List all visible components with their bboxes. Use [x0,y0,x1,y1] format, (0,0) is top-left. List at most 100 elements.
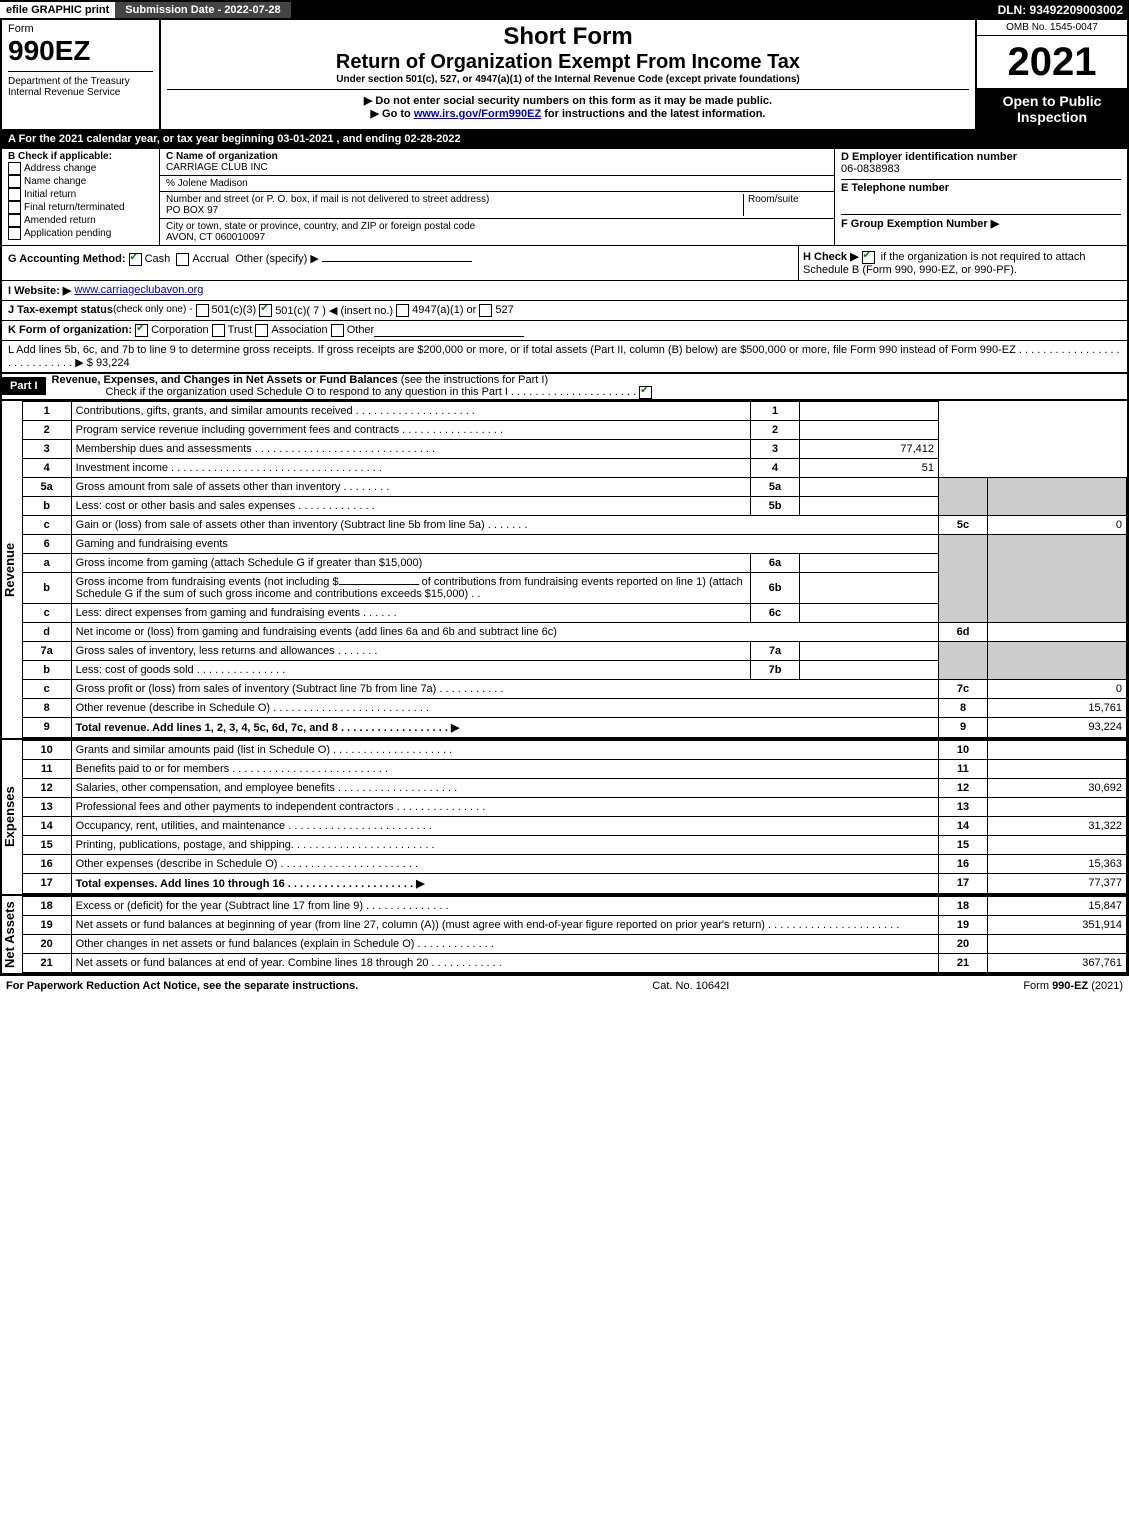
j-block: J Tax-exempt status (check only one) - 5… [0,301,1129,321]
b-item-2: Initial return [24,189,76,200]
line-5a: 5aGross amount from sale of assets other… [22,477,1126,496]
check-501c[interactable] [259,304,272,317]
efile-label: efile GRAPHIC print [0,2,115,18]
k-trust: Trust [228,324,253,337]
street-value: PO BOX 97 [166,205,218,216]
line-16: 16Other expenses (describe in Schedule O… [22,854,1126,873]
line-12: 12Salaries, other compensation, and empl… [22,778,1126,797]
check-name-change[interactable] [8,175,21,188]
b-label: B Check if applicable: [8,151,153,162]
b-item-5: Application pending [24,228,111,239]
note-goto-post: for instructions and the latest informat… [541,108,765,120]
city-value: AVON, CT 060010097 [166,232,265,243]
check-527[interactable] [479,304,492,317]
line-9: 9Total revenue. Add lines 1, 2, 3, 4, 5c… [22,717,1126,737]
website-link[interactable]: www.carriageclubavon.org [74,284,203,297]
line-1: 1Contributions, gifts, grants, and simil… [22,401,1126,420]
top-bar: efile GRAPHIC print Submission Date - 20… [0,0,1129,20]
part-i-header: Part I Revenue, Expenses, and Changes in… [0,374,1129,401]
part-i-label: Part I [2,377,46,395]
check-initial-return[interactable] [8,188,21,201]
check-schedule-o[interactable] [639,386,652,399]
l-amount: $ 93,224 [87,357,130,369]
i-block: I Website: ▶ www.carriageclubavon.org [0,281,1129,301]
line-18: 18Excess or (deficit) for the year (Subt… [22,896,1126,915]
k-assoc: Association [271,324,327,337]
line-14: 14Occupancy, rent, utilities, and mainte… [22,816,1126,835]
check-assoc[interactable] [255,324,268,337]
j-o4: 527 [495,304,513,317]
line-7c: cGross profit or (loss) from sales of in… [22,679,1126,698]
open-inspection: Open to Public Inspection [977,89,1127,129]
line-5c: cGain or (loss) from sale of assets othe… [22,515,1126,534]
check-other[interactable] [331,324,344,337]
check-501c3[interactable] [196,304,209,317]
expenses-label: Expenses [2,740,22,894]
line-20: 20Other changes in net assets or fund ba… [22,934,1126,953]
line-4: 4Investment income . . . . . . . . . . .… [22,458,1126,477]
k-block: K Form of organization: Corporation Trus… [0,321,1129,341]
revenue-block: Revenue 1Contributions, gifts, grants, a… [0,401,1129,740]
check-address-change[interactable] [8,162,21,175]
line-11: 11Benefits paid to or for members . . . … [22,759,1126,778]
footer-right-pre: Form [1023,980,1052,992]
room-label: Room/suite [744,194,828,216]
org-name: CARRIAGE CLUB INC [166,162,268,173]
expenses-block: Expenses 10Grants and similar amounts pa… [0,740,1129,896]
b-item-4: Amended return [24,215,96,226]
k-other: Other [347,324,375,337]
l-block: L Add lines 5b, 6c, and 7b to line 9 to … [0,341,1129,374]
form-header: Form 990EZ Department of the Treasury In… [0,20,1129,131]
e-label: E Telephone number [841,182,949,194]
note-goto-pre: ▶ Go to [371,108,414,120]
line-21: 21Net assets or fund balances at end of … [22,953,1126,972]
b-item-3: Final return/terminated [24,202,125,213]
line-7a: 7aGross sales of inventory, less returns… [22,641,1126,660]
irs-link[interactable]: www.irs.gov/Form990EZ [414,108,541,120]
check-h[interactable] [862,251,875,264]
line-2: 2Program service revenue including gover… [22,420,1126,439]
footer-mid: Cat. No. 10642I [652,980,729,992]
check-trust[interactable] [212,324,225,337]
g-accrual: Accrual [192,253,229,265]
ein-value: 06-0838983 [841,163,1121,175]
j-o3: 4947(a)(1) or [412,304,476,317]
footer-right-post: (2021) [1088,980,1123,992]
line-19: 19Net assets or fund balances at beginni… [22,915,1126,934]
line-3: 3Membership dues and assessments . . . .… [22,439,1126,458]
part-i-check: Check if the organization used Schedule … [46,386,640,398]
j-o1: 501(c)(3) [212,304,257,317]
line-17: 17Total expenses. Add lines 10 through 1… [22,873,1126,893]
title-main: Return of Organization Exempt From Incom… [167,51,969,74]
f-label: F Group Exemption Number ▶ [841,218,999,230]
check-final-return[interactable] [8,201,21,214]
line-10: 10Grants and similar amounts paid (list … [22,740,1126,759]
line-15: 15Printing, publications, postage, and s… [22,835,1126,854]
part-i-sub: (see the instructions for Part I) [401,374,548,386]
expenses-table: 10Grants and similar amounts paid (list … [22,740,1127,894]
g-label: G Accounting Method: [8,253,126,265]
d-label: D Employer identification number [841,151,1121,163]
dln-label: DLN: 93492209003002 [998,0,1129,20]
netassets-block: Net Assets 18Excess or (deficit) for the… [0,896,1129,975]
k-label: K Form of organization: [8,324,132,337]
footer-left: For Paperwork Reduction Act Notice, see … [6,980,358,992]
check-accrual[interactable] [176,253,189,266]
i-label: I Website: ▶ [8,284,71,297]
g-cash: Cash [145,253,171,265]
note-ssn: ▶ Do not enter social security numbers o… [167,94,969,107]
irs-label: Internal Revenue Service [8,87,120,98]
check-corp[interactable] [135,324,148,337]
g-other: Other (specify) ▶ [235,253,319,265]
omb-label: OMB No. 1545-0047 [977,20,1127,36]
check-amended-return[interactable] [8,214,21,227]
check-4947[interactable] [396,304,409,317]
check-cash[interactable] [129,253,142,266]
form-label: Form [8,23,153,35]
tax-year: 2021 [977,36,1127,89]
check-application-pending[interactable] [8,227,21,240]
b-item-0: Address change [24,163,96,174]
j-label: J Tax-exempt status [8,304,113,317]
revenue-label: Revenue [2,401,22,738]
gh-block: G Accounting Method: Cash Accrual Other … [0,246,1129,281]
